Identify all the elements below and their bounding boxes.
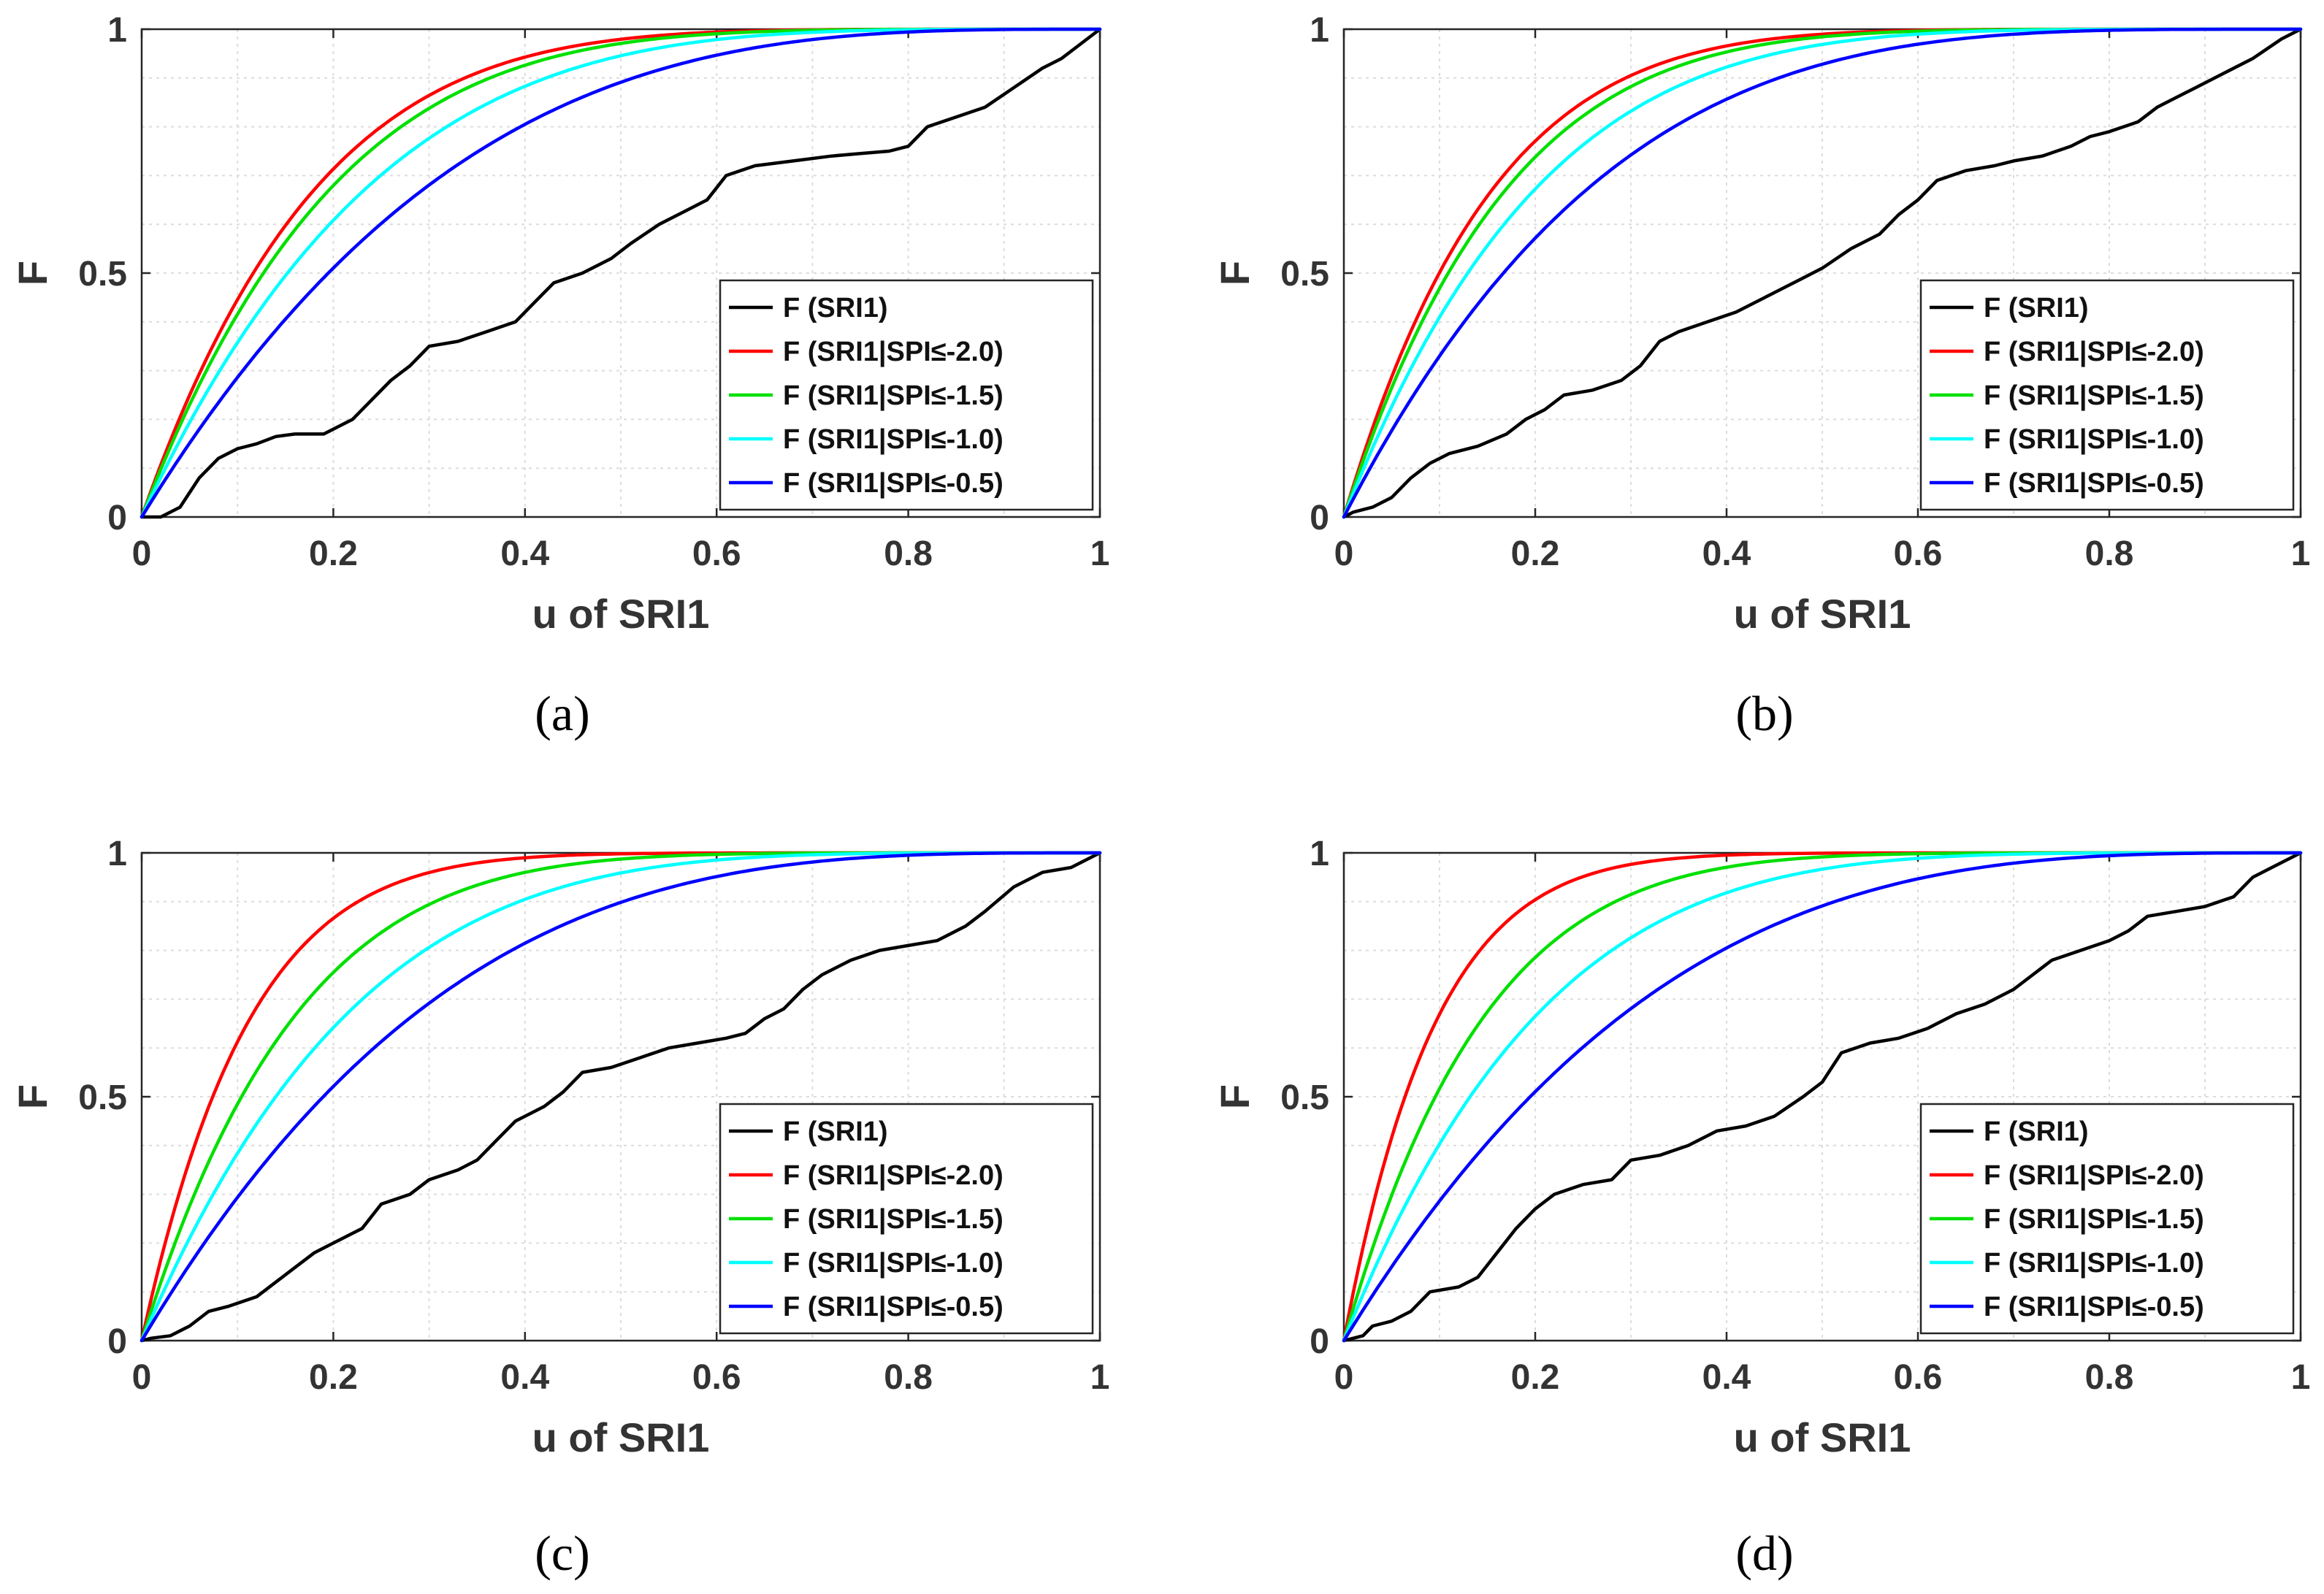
x-tick-label: 0.8 (2085, 534, 2134, 573)
panel-label: (b) (1735, 686, 1793, 741)
legend-box (1919, 1103, 2295, 1335)
series-lines (139, 851, 1102, 1343)
panel-label: (c) (535, 1525, 589, 1581)
x-axis-label: u of SRI1 (532, 591, 710, 637)
legend-entry: F (SRI1|SPI≤-1.5) (1984, 1204, 2204, 1235)
legend: F (SRI1) F (SRI1|SPI≤-2.0) F (SRI1|SPI≤-1.… (719, 1103, 1094, 1335)
x-tick-label: 0.2 (309, 1358, 358, 1397)
x-tick-label: 0.4 (500, 534, 549, 573)
legend-box (719, 1103, 1094, 1335)
legend-box (1919, 279, 2295, 511)
x-tick-label: 1 (1090, 1358, 1110, 1397)
x-tick-label: 1 (2291, 534, 2311, 573)
legend-entry: F (SRI1|SPI≤-0.5) (783, 1292, 1004, 1322)
y-axis-label: F (1212, 261, 1258, 286)
x-tick-label: 1 (1090, 534, 1110, 573)
legend-entry: F (SRI1|SPI≤-0.5) (783, 468, 1004, 499)
legend-entry: F (SRI1|SPI≤-1.0) (783, 424, 1004, 455)
series-line-4 (139, 27, 1102, 519)
series-line-0 (139, 851, 1102, 1343)
legend-entry: F (SRI1|SPI≤-1.5) (783, 380, 1004, 411)
y-tick-label: 1 (1310, 11, 1329, 50)
x-tick-label: 1 (2291, 1358, 2311, 1397)
y-tick-label: 0 (1310, 1322, 1329, 1361)
x-tick-label: 0 (132, 534, 152, 573)
legend-entry: F (SRI1|SPI≤-1.5) (1984, 380, 2204, 411)
x-axis-label: u of SRI1 (1734, 1414, 1911, 1460)
legend-entry: F (SRI1|SPI≤-2.0) (783, 1160, 1004, 1191)
series-lines (1342, 851, 2303, 1343)
x-tick-label: 0.8 (884, 1358, 933, 1397)
y-tick-label: 0.5 (1280, 255, 1329, 294)
y-axis-label: F (9, 261, 56, 286)
legend: F (SRI1) F (SRI1|SPI≤-2.0) F (SRI1|SPI≤-1.… (1919, 1103, 2295, 1335)
legend-entry: F (SRI1) (1984, 293, 2089, 323)
series-line-0 (139, 27, 1102, 519)
series-lines (139, 27, 1102, 519)
x-tick-label: 0.8 (2085, 1358, 2134, 1397)
panel-label: (d) (1735, 1525, 1793, 1581)
series-line-4 (1342, 851, 2303, 1343)
legend-entry: F (SRI1|SPI≤-1.5) (783, 1204, 1004, 1235)
legend-entry: F (SRI1|SPI≤-2.0) (1984, 1160, 2204, 1191)
series-lines (1342, 27, 2303, 519)
x-tick-label: 0.2 (1511, 534, 1560, 573)
legend-entry: F (SRI1|SPI≤-2.0) (783, 337, 1004, 367)
series-line-4 (1342, 27, 2303, 519)
x-tick-label: 0.8 (884, 534, 933, 573)
y-axis-label: F (9, 1084, 56, 1109)
legend-box (719, 279, 1094, 511)
x-tick-label: 0.4 (500, 1358, 549, 1397)
y-tick-label: 1 (107, 835, 127, 873)
x-tick-label: 0 (1334, 534, 1354, 573)
y-tick-label: 1 (1310, 835, 1329, 873)
legend-entry: F (SRI1) (783, 293, 888, 323)
x-tick-label: 0.2 (309, 534, 358, 573)
y-tick-label: 1 (107, 11, 127, 50)
y-tick-label: 0.5 (1280, 1078, 1329, 1117)
legend-entry: F (SRI1|SPI≤-2.0) (1984, 337, 2204, 367)
y-axis-label: F (1212, 1084, 1258, 1109)
legend-entry: F (SRI1) (1984, 1116, 2089, 1147)
legend-entry: F (SRI1|SPI≤-0.5) (1984, 1292, 2204, 1322)
legend-entry: F (SRI1|SPI≤-1.0) (1984, 424, 2204, 455)
x-tick-label: 0.4 (1702, 1358, 1751, 1397)
x-axis-label: u of SRI1 (1734, 591, 1911, 637)
panel-label: (a) (535, 686, 589, 741)
x-tick-label: 0.6 (1894, 534, 1943, 573)
series-line-0 (1342, 851, 2303, 1343)
y-tick-label: 0 (1310, 499, 1329, 537)
x-tick-label: 0.6 (692, 1358, 741, 1397)
series-line-4 (139, 851, 1102, 1343)
x-tick-label: 0.6 (692, 534, 741, 573)
x-tick-label: 0.4 (1702, 534, 1751, 573)
y-tick-label: 0.5 (78, 255, 127, 294)
legend: F (SRI1) F (SRI1|SPI≤-2.0) F (SRI1|SPI≤-1.… (1919, 279, 2295, 511)
legend-entry: F (SRI1|SPI≤-0.5) (1984, 468, 2204, 499)
legend-entry: F (SRI1|SPI≤-1.0) (783, 1248, 1004, 1279)
y-tick-label: 0 (107, 499, 127, 537)
y-tick-label: 0.5 (78, 1078, 127, 1117)
x-tick-label: 0 (1334, 1358, 1354, 1397)
legend: F (SRI1) F (SRI1|SPI≤-2.0) F (SRI1|SPI≤-1.… (719, 279, 1094, 511)
legend-entry: F (SRI1) (783, 1116, 888, 1147)
x-tick-label: 0.6 (1894, 1358, 1943, 1397)
y-tick-label: 0 (107, 1322, 127, 1361)
legend-entry: F (SRI1|SPI≤-1.0) (1984, 1248, 2204, 1279)
x-tick-label: 0.2 (1511, 1358, 1560, 1397)
x-tick-label: 0 (132, 1358, 152, 1397)
series-line-0 (1342, 27, 2303, 519)
x-axis-label: u of SRI1 (532, 1414, 710, 1460)
